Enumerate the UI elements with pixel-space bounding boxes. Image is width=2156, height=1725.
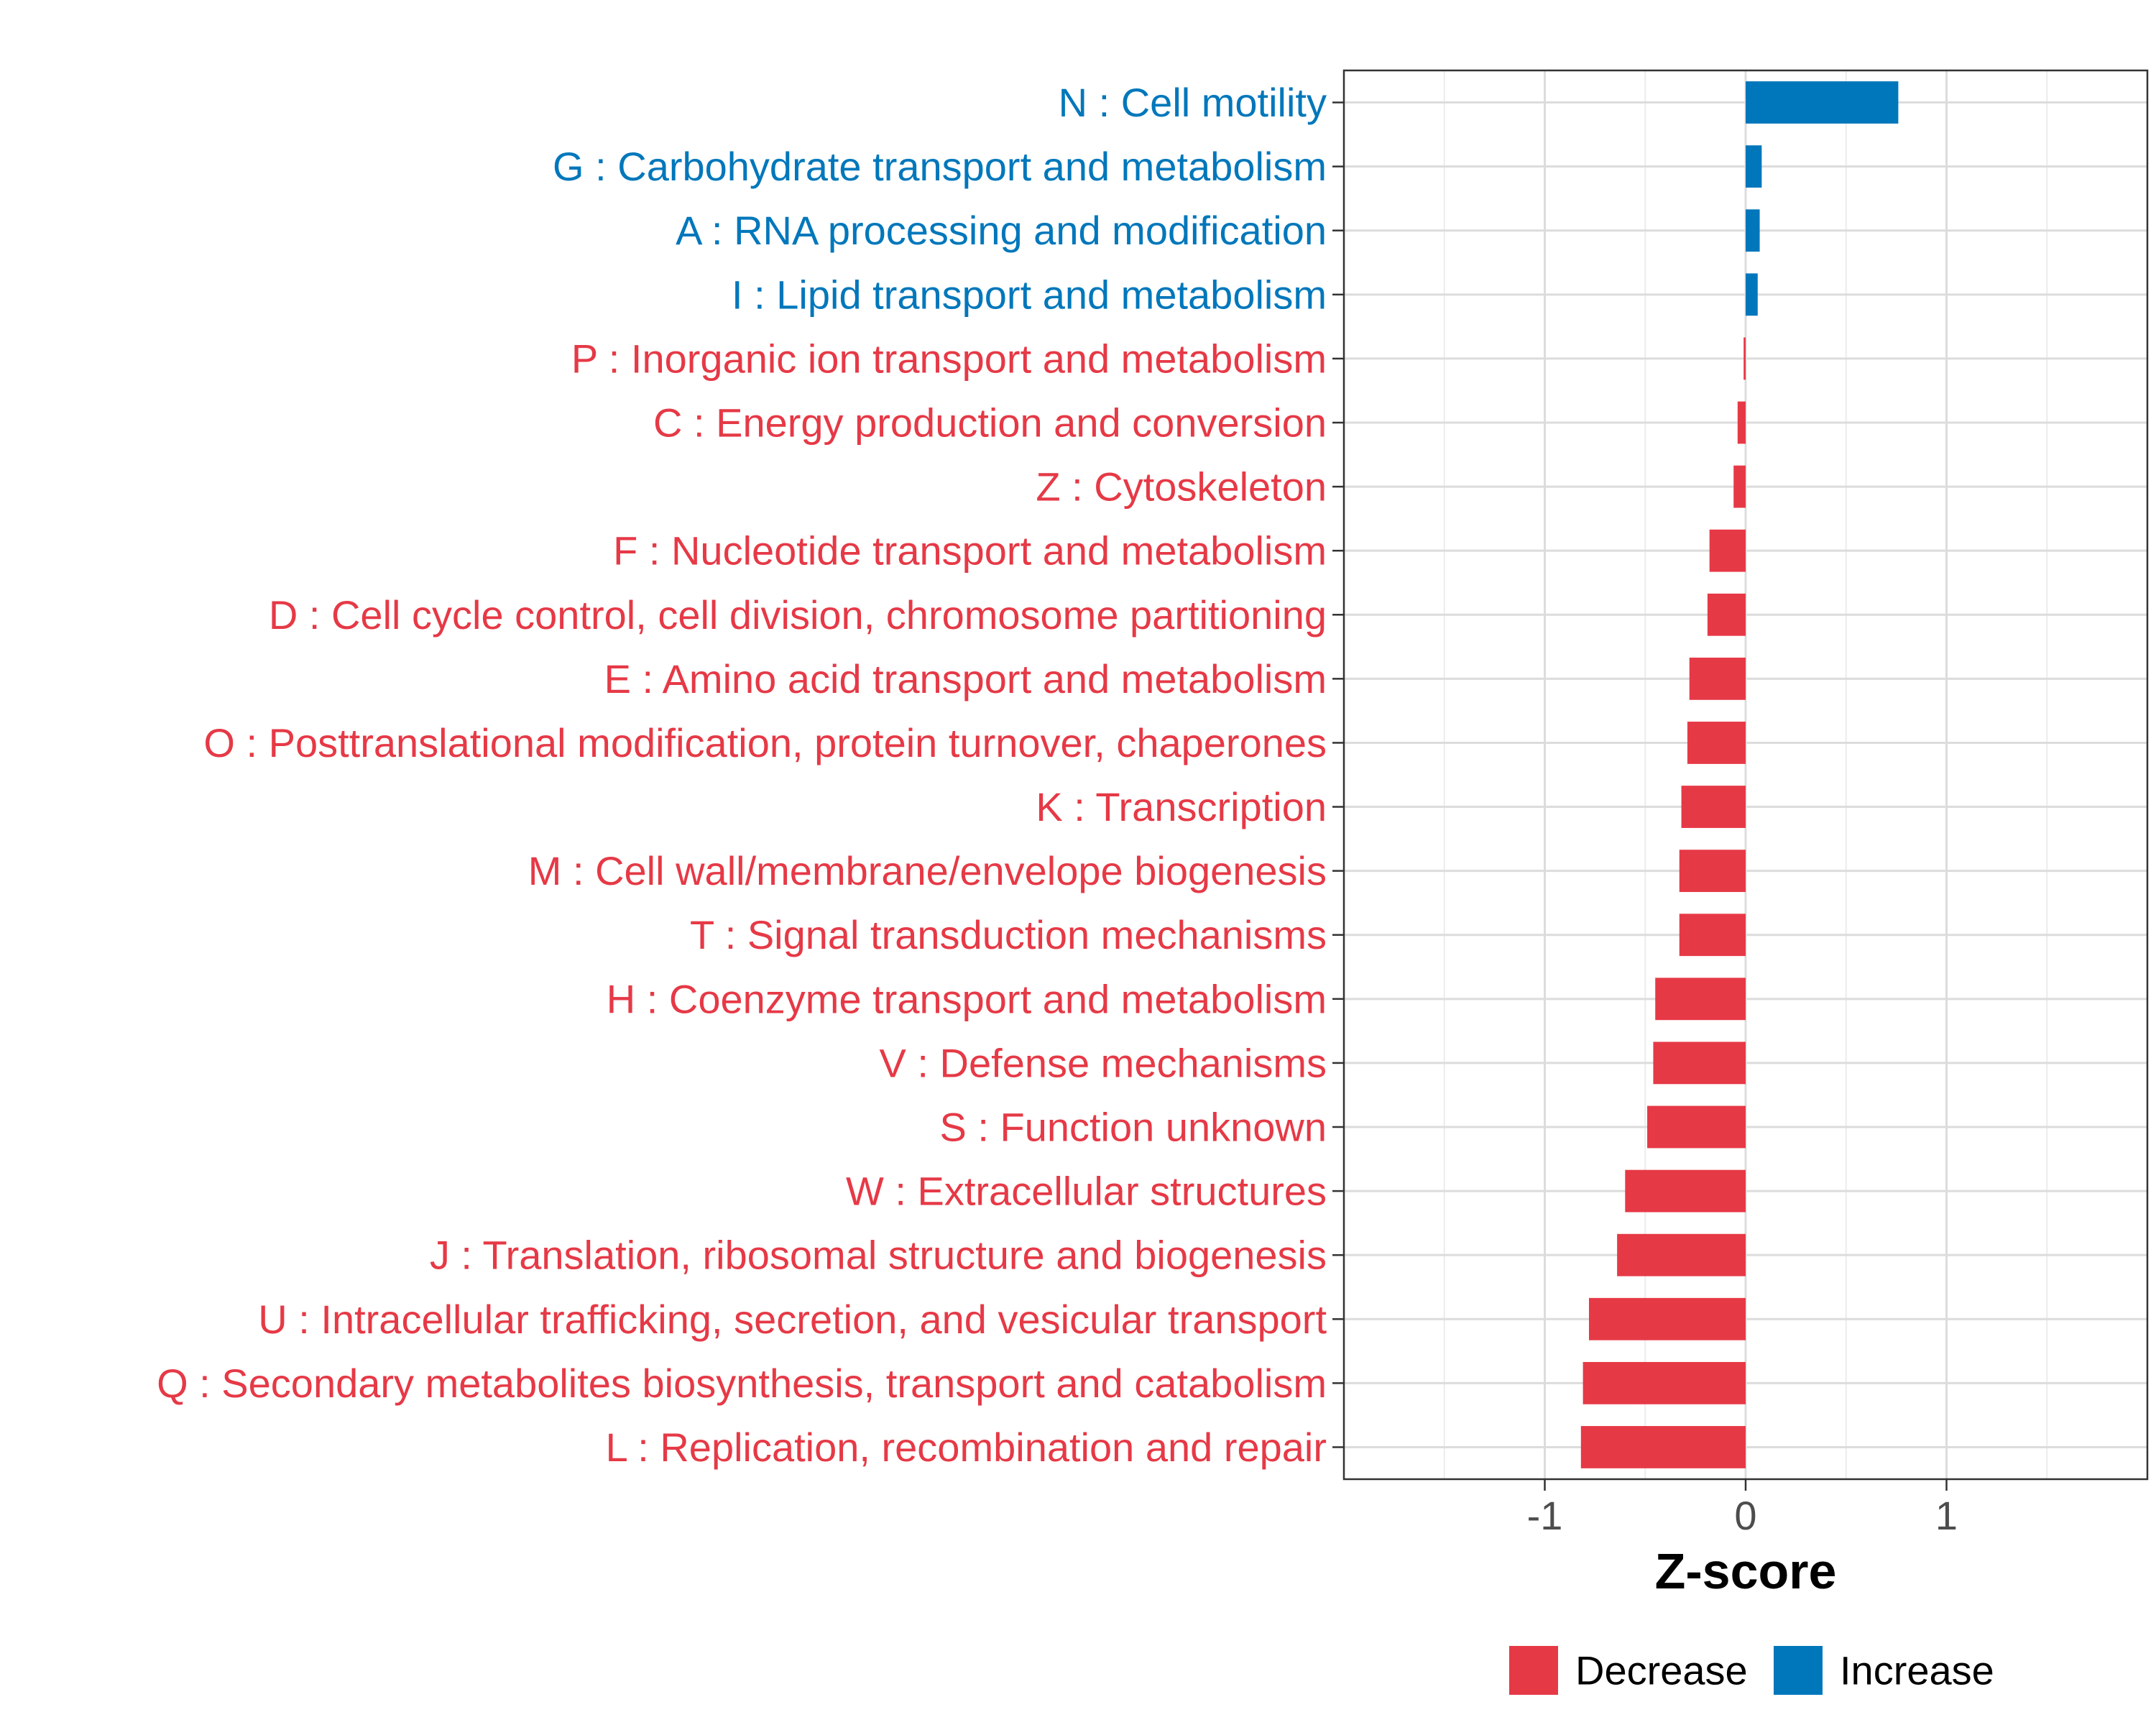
x-tick-label: -1 (1527, 1493, 1563, 1538)
bar-3 (1746, 273, 1758, 316)
category-label: E : Amino acid transport and metabolism (604, 656, 1327, 702)
category-label: M : Cell wall/membrane/envelope biogenes… (528, 848, 1327, 893)
bar-8 (1707, 593, 1746, 636)
bar-15 (1653, 1041, 1746, 1085)
bar-5 (1737, 401, 1746, 444)
category-label: A : RNA processing and modification (676, 208, 1327, 253)
bar-13 (1679, 914, 1746, 957)
category-label: Q : Secondary metabolites biosynthesis, … (157, 1361, 1327, 1406)
category-label: F : Nucleotide transport and metabolism (613, 528, 1327, 574)
bar-0 (1746, 81, 1899, 124)
bar-6 (1733, 465, 1746, 508)
category-label: Z : Cytoskeleton (1036, 464, 1327, 510)
legend-swatch-increase (1774, 1646, 1823, 1695)
category-label: C : Energy production and conversion (653, 400, 1327, 446)
bar-2 (1746, 209, 1760, 252)
bar-7 (1709, 529, 1746, 572)
category-label: T : Signal transduction mechanisms (690, 912, 1327, 957)
category-label: I : Lipid transport and metabolism (732, 272, 1327, 317)
bar-9 (1689, 657, 1746, 700)
category-label: G : Carbohydrate transport and metabolis… (553, 144, 1327, 189)
bar-21 (1580, 1426, 1746, 1468)
bar-19 (1588, 1297, 1746, 1340)
legend-label-increase: Increase (1840, 1648, 1994, 1693)
category-label: O : Posttranslational modification, prot… (203, 720, 1327, 765)
y-axis-ticks (1332, 101, 1344, 1448)
x-axis-ticks: -1 0 1 (1527, 1479, 1958, 1538)
bar-17 (1625, 1169, 1746, 1213)
category-label: P : Inorganic ion transport and metaboli… (571, 336, 1327, 381)
bar-4 (1743, 337, 1746, 380)
bar-12 (1679, 850, 1746, 893)
legend-swatch-decrease (1509, 1646, 1558, 1695)
category-label: H : Coenzyme transport and metabolism (607, 976, 1327, 1021)
bar-18 (1617, 1233, 1746, 1276)
category-label: W : Extracellular structures (846, 1169, 1327, 1214)
category-label: L : Replication, recombination and repai… (606, 1425, 1327, 1470)
x-tick-label: 1 (1935, 1493, 1958, 1538)
category-label: N : Cell motility (1059, 80, 1327, 125)
bar-14 (1655, 978, 1746, 1021)
category-label: U : Intracellular trafficking, secretion… (258, 1297, 1327, 1342)
category-label: V : Defense mechanisms (880, 1040, 1327, 1085)
bars (1580, 81, 1899, 1468)
bar-1 (1746, 145, 1762, 188)
legend: Decrease Increase (1509, 1646, 1994, 1695)
legend-label-decrease: Decrease (1575, 1648, 1748, 1693)
y-axis-labels: N : Cell motility G : Carbohydrate transp… (157, 80, 1327, 1470)
x-tick-label: 0 (1734, 1493, 1756, 1538)
bar-16 (1647, 1105, 1746, 1149)
x-axis-title: Z-score (1655, 1543, 1837, 1599)
category-label: S : Function unknown (939, 1105, 1327, 1150)
bar-20 (1583, 1361, 1746, 1404)
category-label: D : Cell cycle control, cell division, c… (269, 592, 1327, 638)
bar-10 (1687, 722, 1746, 764)
bar-11 (1681, 786, 1746, 828)
category-label: K : Transcription (1036, 784, 1327, 829)
category-label: J : Translation, ribosomal structure and… (430, 1233, 1327, 1278)
